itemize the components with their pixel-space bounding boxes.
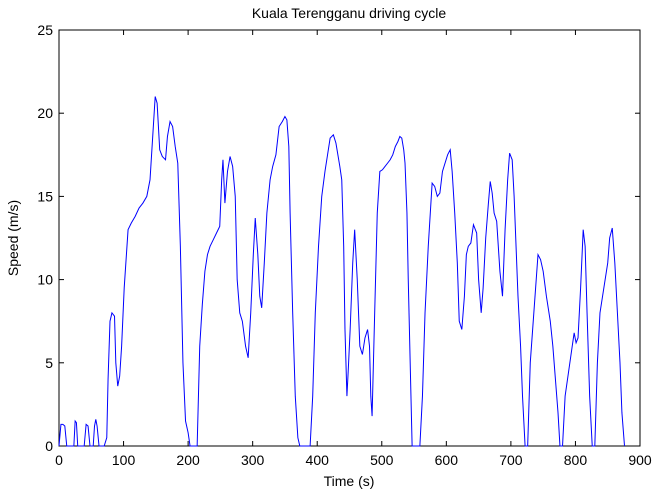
x-tick-label: 200 [176,452,200,468]
y-tick-label: 15 [37,188,53,204]
y-tick-label: 10 [37,272,53,288]
line [58,96,626,447]
y-axis-label: Speed (m/s) [5,200,21,276]
x-axis-label: Time (s) [324,473,375,489]
y-tick-label: 0 [45,438,53,454]
x-tick-label: 700 [499,452,523,468]
y-tick-label: 5 [45,355,53,371]
x-tick-label: 500 [370,452,394,468]
x-tick-label: 800 [564,452,588,468]
chart-title: Kuala Terengganu driving cycle [252,5,447,21]
axes-box [58,29,641,447]
x-tick-label: 400 [306,452,330,468]
y-tick-label: 25 [37,22,53,38]
x-tick-label: 300 [241,452,265,468]
x-tick-label: 0 [55,452,63,468]
x-tick-label: 100 [112,452,136,468]
y-tick-label: 20 [37,105,53,121]
x-tick-label: 600 [435,452,459,468]
x-tick-label: 900 [628,452,652,468]
